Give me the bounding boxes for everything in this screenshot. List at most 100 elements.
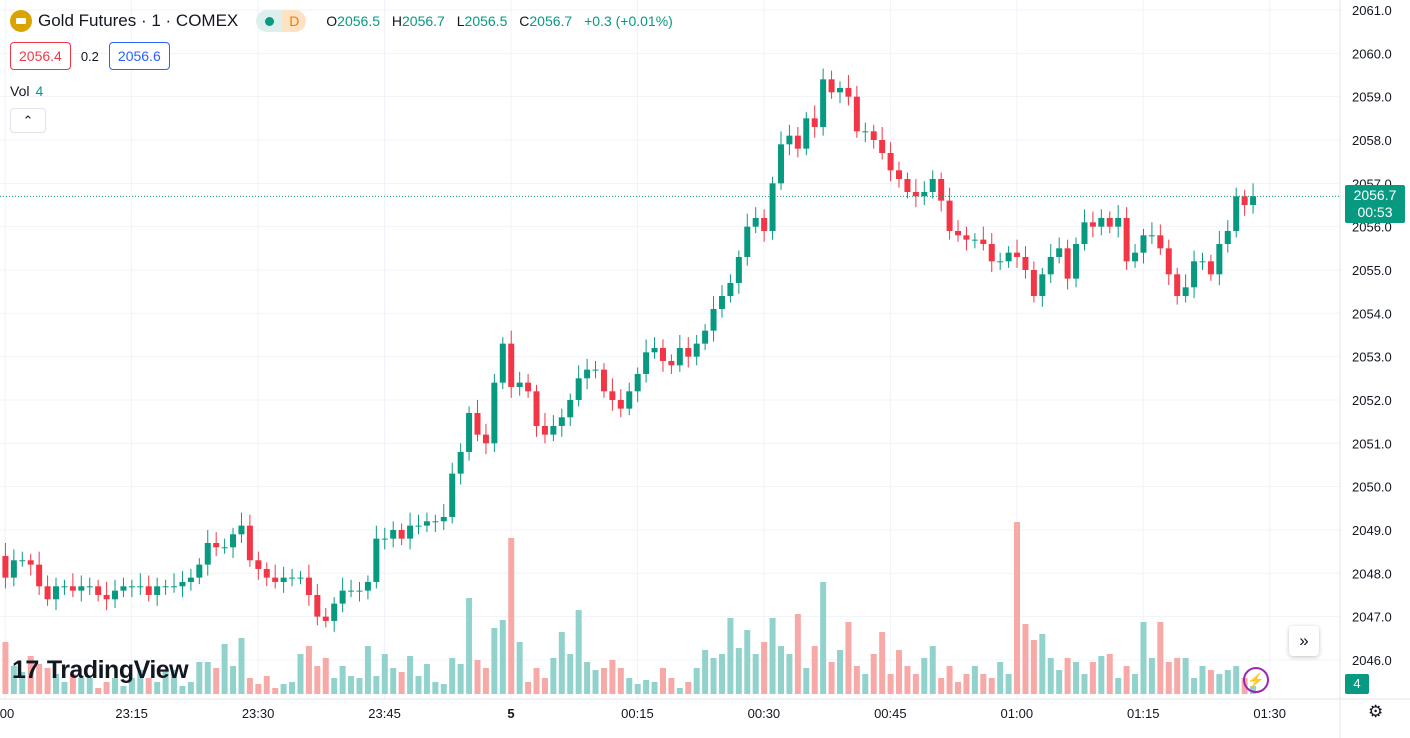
candle-body — [693, 343, 700, 357]
volume-bar — [558, 632, 565, 694]
price-tick-label: 2046.0 — [1352, 653, 1392, 668]
volume-bar — [879, 632, 886, 694]
candle-body — [752, 217, 759, 227]
candle-body — [1047, 256, 1054, 275]
volume-bar — [407, 656, 414, 694]
time-tick-label: 01:30 — [1253, 706, 1286, 721]
volume-bar — [1064, 658, 1071, 694]
volume-bar — [305, 646, 312, 694]
volume-bar — [499, 620, 506, 694]
volume-bar — [752, 654, 759, 694]
volume-bar — [769, 618, 776, 694]
last-price: 2056.7 — [1353, 187, 1397, 203]
candle-body — [845, 87, 852, 97]
candle-body — [449, 473, 456, 517]
candle-body — [626, 391, 633, 409]
volume-bar — [423, 664, 430, 694]
candle-body — [145, 586, 152, 595]
lightning-icon[interactable]: ⚡ — [1243, 667, 1269, 693]
volume-bar — [668, 678, 675, 694]
volume-bar — [1089, 662, 1096, 694]
collapse-legend-button[interactable]: ⌃ — [10, 108, 46, 133]
candle-body — [1233, 196, 1240, 231]
candle-body — [1089, 222, 1096, 227]
volume-bar — [36, 664, 43, 694]
candle-body — [1174, 274, 1181, 296]
candle-body — [896, 170, 903, 179]
volume-bar — [196, 662, 203, 694]
volume-bar — [777, 646, 784, 694]
volume-bar — [466, 598, 473, 694]
candle-body — [339, 590, 346, 604]
volume-bar — [331, 678, 338, 694]
volume-bar — [1005, 674, 1012, 694]
scroll-to-realtime-button[interactable]: » — [1289, 626, 1319, 656]
price-scale[interactable] — [1340, 0, 1410, 700]
tradingview-logo[interactable]: 17 TradingView — [12, 656, 189, 685]
candle-body — [423, 521, 430, 526]
candle-body — [744, 226, 751, 257]
volume-bar — [870, 654, 877, 694]
volume-bar — [398, 672, 405, 694]
price-tick-label: 2047.0 — [1352, 610, 1392, 625]
candle-body — [348, 590, 355, 592]
candle-body — [777, 144, 784, 184]
candle-body — [1224, 230, 1231, 244]
price-tick-label: 2050.0 — [1352, 480, 1392, 495]
price-tick-label: 2052.0 — [1352, 393, 1392, 408]
candle-body — [19, 560, 26, 562]
candle-body — [381, 538, 388, 540]
volume-bar — [676, 688, 683, 694]
candle-body — [407, 525, 414, 539]
volume-bar — [69, 674, 76, 694]
candle-body — [373, 538, 380, 582]
candle-body — [1073, 243, 1080, 279]
volume-bar — [1014, 522, 1021, 694]
volume-bar — [179, 686, 186, 694]
time-tick-label: 01:15 — [1127, 706, 1160, 721]
candle-body — [668, 360, 675, 366]
volume-bar — [1216, 674, 1223, 694]
time-tick-label: 23:30 — [242, 706, 275, 721]
volume-bar — [786, 654, 793, 694]
candle-body — [390, 529, 397, 539]
volume-bar — [609, 660, 616, 694]
volume-bar — [963, 674, 970, 694]
candle-body — [980, 239, 987, 244]
market-status[interactable]: D — [256, 10, 307, 32]
volume-bar — [1098, 656, 1105, 694]
volume-bar — [761, 642, 768, 694]
candle-body — [474, 412, 481, 435]
open-label: O — [326, 13, 338, 29]
sell-button[interactable]: 2056.4 — [10, 42, 71, 70]
candle-body — [643, 352, 650, 374]
volume-bar — [103, 682, 110, 694]
volume-bar — [213, 668, 220, 694]
volume-bar — [516, 642, 523, 694]
volume-bar — [289, 682, 296, 694]
settings-gear-icon[interactable]: ⚙ — [1368, 702, 1384, 721]
candle-body — [988, 243, 995, 262]
candle-body — [1022, 256, 1029, 270]
volume-bar — [1207, 670, 1214, 694]
volume-bar — [457, 664, 464, 694]
price-tick-label: 2053.0 — [1352, 350, 1392, 365]
volume-bar — [1224, 670, 1231, 694]
candle-body — [213, 542, 220, 548]
candles — [2, 68, 1257, 632]
candle-body — [786, 135, 793, 145]
buy-button[interactable]: 2056.6 — [108, 42, 170, 70]
time-axis[interactable]: :00 23:15 23:30 23:45 5 00:15 00:30 00:45 01:00 0… — [0, 706, 1286, 721]
candle-body — [567, 399, 574, 418]
candle-body — [86, 586, 93, 588]
candle-body — [921, 191, 928, 197]
candle-body — [600, 369, 607, 392]
candle-body — [128, 586, 135, 588]
symbol-title[interactable]: Gold Futures · 1 · COMEX — [38, 11, 239, 30]
candle-body — [811, 118, 818, 127]
volume-bar — [508, 538, 515, 694]
bar-countdown: 00:53 — [1357, 204, 1393, 220]
time-tick-label: 01:00 — [1001, 706, 1034, 721]
volume-bar — [853, 666, 860, 694]
